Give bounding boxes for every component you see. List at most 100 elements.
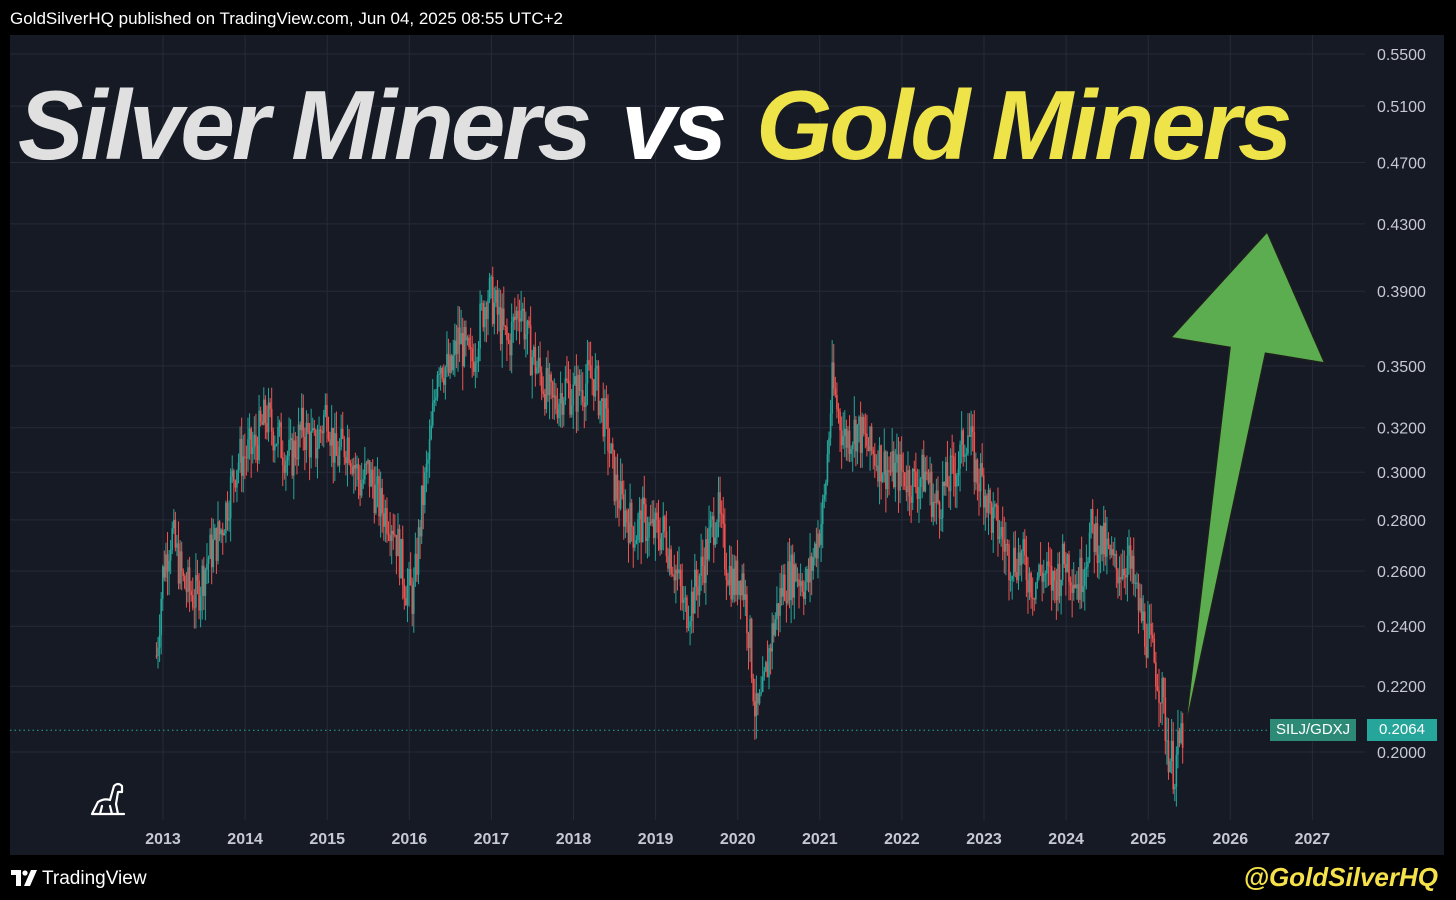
candle bbox=[960, 411, 963, 464]
candle-body bbox=[330, 427, 333, 446]
candle bbox=[1131, 550, 1133, 584]
x-tick-label: 2025 bbox=[1130, 831, 1166, 848]
candle-body bbox=[419, 527, 421, 537]
candle bbox=[416, 537, 418, 582]
candle-body bbox=[547, 367, 549, 396]
candle bbox=[634, 521, 636, 552]
candle-body bbox=[373, 485, 376, 513]
candle bbox=[834, 376, 837, 398]
candle-body bbox=[591, 378, 593, 380]
dino-icon[interactable] bbox=[88, 778, 128, 818]
candle-body bbox=[754, 701, 756, 717]
candle bbox=[1053, 567, 1056, 604]
candle bbox=[638, 497, 641, 543]
candle-body bbox=[801, 580, 803, 592]
candle-body bbox=[272, 431, 275, 451]
symbol-price-label: SILJ/GDXJ bbox=[1270, 719, 1357, 741]
candle-body bbox=[965, 453, 968, 456]
tradingview-logo-icon[interactable] bbox=[10, 868, 38, 888]
candle-body bbox=[435, 397, 437, 401]
candle-body bbox=[771, 623, 773, 652]
candle-body bbox=[1030, 572, 1032, 598]
candle bbox=[378, 468, 380, 526]
candle-body bbox=[1014, 547, 1017, 573]
candle bbox=[984, 489, 987, 531]
candle bbox=[297, 407, 300, 466]
candle bbox=[648, 516, 650, 557]
candle-body bbox=[736, 560, 739, 595]
candle bbox=[883, 428, 886, 483]
candle bbox=[468, 334, 470, 350]
candle-body bbox=[859, 416, 862, 453]
candle-body bbox=[537, 357, 540, 368]
candle-body bbox=[398, 528, 401, 579]
candle bbox=[719, 476, 721, 528]
candle-body bbox=[228, 518, 230, 521]
candle bbox=[337, 440, 339, 467]
candle bbox=[517, 294, 519, 332]
candle bbox=[1153, 632, 1156, 664]
candle-body bbox=[741, 573, 743, 596]
candle bbox=[244, 433, 246, 480]
candle bbox=[1035, 582, 1037, 605]
candle-body bbox=[291, 438, 294, 476]
candle bbox=[995, 503, 998, 521]
candle-body bbox=[161, 566, 164, 599]
candle bbox=[695, 560, 698, 601]
candle-body bbox=[253, 434, 256, 448]
candle-body bbox=[491, 276, 494, 324]
candle-body bbox=[673, 575, 676, 581]
candle-body bbox=[705, 539, 707, 584]
candle-body bbox=[599, 400, 601, 416]
candle-body bbox=[258, 410, 260, 461]
tradingview-brand[interactable]: TradingView bbox=[42, 868, 147, 889]
y-tick-label: 0.3200 bbox=[1377, 421, 1426, 438]
price-chart[interactable]: 0.2000 0.2200 0.2400 0.2600 0.2800 0.3000 0.32… bbox=[10, 35, 1444, 855]
candle-body bbox=[570, 405, 573, 415]
candle bbox=[673, 554, 676, 594]
candle bbox=[1072, 562, 1075, 601]
candle bbox=[667, 547, 669, 573]
candle-body bbox=[596, 365, 598, 369]
candle bbox=[1025, 535, 1028, 598]
candle bbox=[540, 366, 543, 401]
candle-body bbox=[270, 408, 273, 432]
candle-body bbox=[403, 584, 406, 599]
candle-body bbox=[687, 626, 690, 629]
candle bbox=[772, 614, 775, 643]
candle-body bbox=[1169, 761, 1171, 773]
candle-body bbox=[229, 476, 232, 519]
candle bbox=[855, 416, 857, 467]
candle-body bbox=[193, 607, 196, 609]
candle-body bbox=[214, 527, 216, 540]
candle bbox=[941, 461, 944, 532]
candle-body bbox=[706, 539, 709, 560]
candle bbox=[161, 564, 164, 612]
y-tick-label: 0.2400 bbox=[1377, 619, 1426, 636]
candle-body bbox=[952, 456, 955, 474]
candle bbox=[932, 483, 935, 526]
candle-body bbox=[645, 504, 647, 541]
candle-body bbox=[1120, 577, 1122, 580]
chart-frame[interactable]: 0.2000 0.2200 0.2400 0.2600 0.2800 0.3000 0.32… bbox=[10, 35, 1444, 855]
candle-body bbox=[277, 427, 279, 445]
candle-body bbox=[1008, 544, 1010, 581]
candle bbox=[1106, 516, 1108, 575]
candle bbox=[232, 468, 235, 503]
candle bbox=[195, 553, 197, 629]
candle-body bbox=[234, 481, 237, 488]
candle-body bbox=[1025, 555, 1028, 580]
candle-body bbox=[357, 464, 360, 480]
candle-body bbox=[575, 376, 578, 412]
candle bbox=[1074, 574, 1077, 589]
candle-body bbox=[791, 554, 794, 598]
candle-body bbox=[400, 539, 402, 579]
candle bbox=[755, 675, 758, 739]
candle-body bbox=[517, 310, 519, 319]
candle bbox=[364, 446, 366, 485]
candle-body bbox=[1150, 623, 1152, 635]
candle-body bbox=[210, 534, 213, 568]
candle bbox=[981, 443, 983, 478]
candle bbox=[853, 396, 856, 458]
candle-body bbox=[1006, 543, 1009, 545]
